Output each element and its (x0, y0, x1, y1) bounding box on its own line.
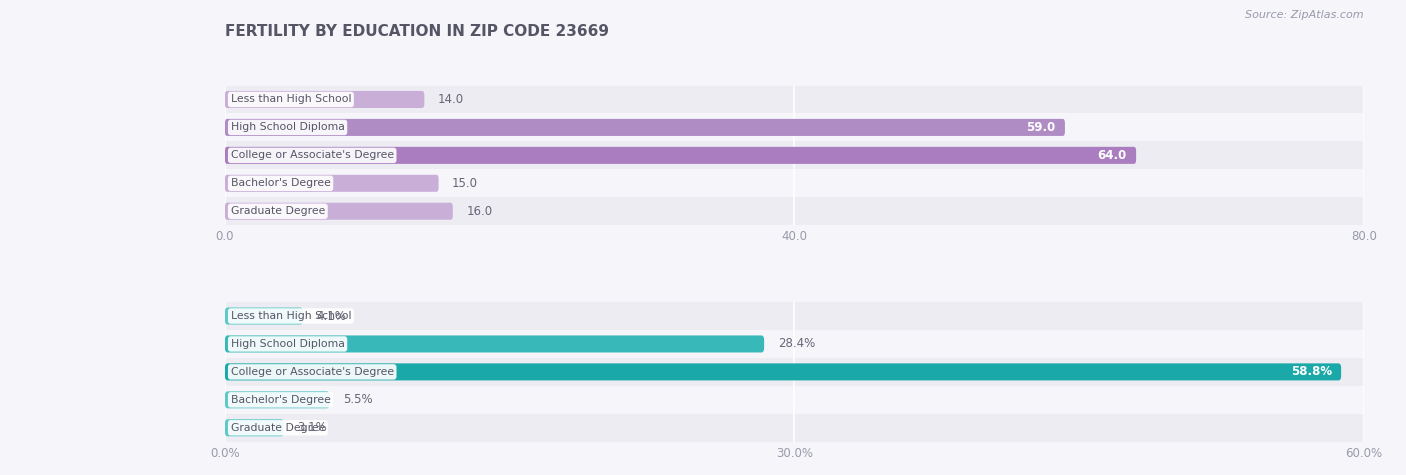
Text: 14.0: 14.0 (437, 93, 464, 106)
Text: Less than High School: Less than High School (231, 311, 352, 321)
Text: 58.8%: 58.8% (1291, 365, 1331, 379)
Text: Graduate Degree: Graduate Degree (231, 206, 325, 216)
FancyBboxPatch shape (225, 358, 1364, 386)
Text: College or Associate's Degree: College or Associate's Degree (231, 151, 394, 161)
Text: Bachelor's Degree: Bachelor's Degree (231, 178, 330, 188)
FancyBboxPatch shape (225, 203, 453, 220)
Text: 3.1%: 3.1% (298, 421, 328, 434)
FancyBboxPatch shape (225, 363, 1341, 380)
Text: 5.5%: 5.5% (343, 393, 373, 406)
FancyBboxPatch shape (225, 142, 1364, 169)
Text: FERTILITY BY EDUCATION IN ZIP CODE 23669: FERTILITY BY EDUCATION IN ZIP CODE 23669 (225, 24, 609, 39)
FancyBboxPatch shape (225, 114, 1364, 142)
Text: 59.0: 59.0 (1026, 121, 1056, 134)
Text: 16.0: 16.0 (467, 205, 492, 218)
FancyBboxPatch shape (225, 91, 425, 108)
FancyBboxPatch shape (225, 302, 1364, 330)
Text: Bachelor's Degree: Bachelor's Degree (231, 395, 330, 405)
Text: 28.4%: 28.4% (778, 337, 815, 351)
FancyBboxPatch shape (225, 419, 284, 437)
Text: High School Diploma: High School Diploma (231, 339, 344, 349)
FancyBboxPatch shape (225, 414, 1364, 442)
FancyBboxPatch shape (225, 169, 1364, 197)
FancyBboxPatch shape (225, 335, 763, 352)
FancyBboxPatch shape (225, 119, 1064, 136)
FancyBboxPatch shape (225, 197, 1364, 225)
FancyBboxPatch shape (225, 175, 439, 192)
Text: Source: ZipAtlas.com: Source: ZipAtlas.com (1246, 10, 1364, 19)
FancyBboxPatch shape (225, 391, 329, 408)
Text: High School Diploma: High School Diploma (231, 123, 344, 133)
Text: College or Associate's Degree: College or Associate's Degree (231, 367, 394, 377)
FancyBboxPatch shape (225, 330, 1364, 358)
Text: Less than High School: Less than High School (231, 95, 352, 104)
Text: 15.0: 15.0 (453, 177, 478, 190)
FancyBboxPatch shape (225, 307, 302, 324)
FancyBboxPatch shape (225, 386, 1364, 414)
FancyBboxPatch shape (225, 147, 1136, 164)
Text: Graduate Degree: Graduate Degree (231, 423, 325, 433)
Text: 4.1%: 4.1% (316, 310, 346, 323)
Text: 64.0: 64.0 (1098, 149, 1128, 162)
FancyBboxPatch shape (225, 86, 1364, 114)
